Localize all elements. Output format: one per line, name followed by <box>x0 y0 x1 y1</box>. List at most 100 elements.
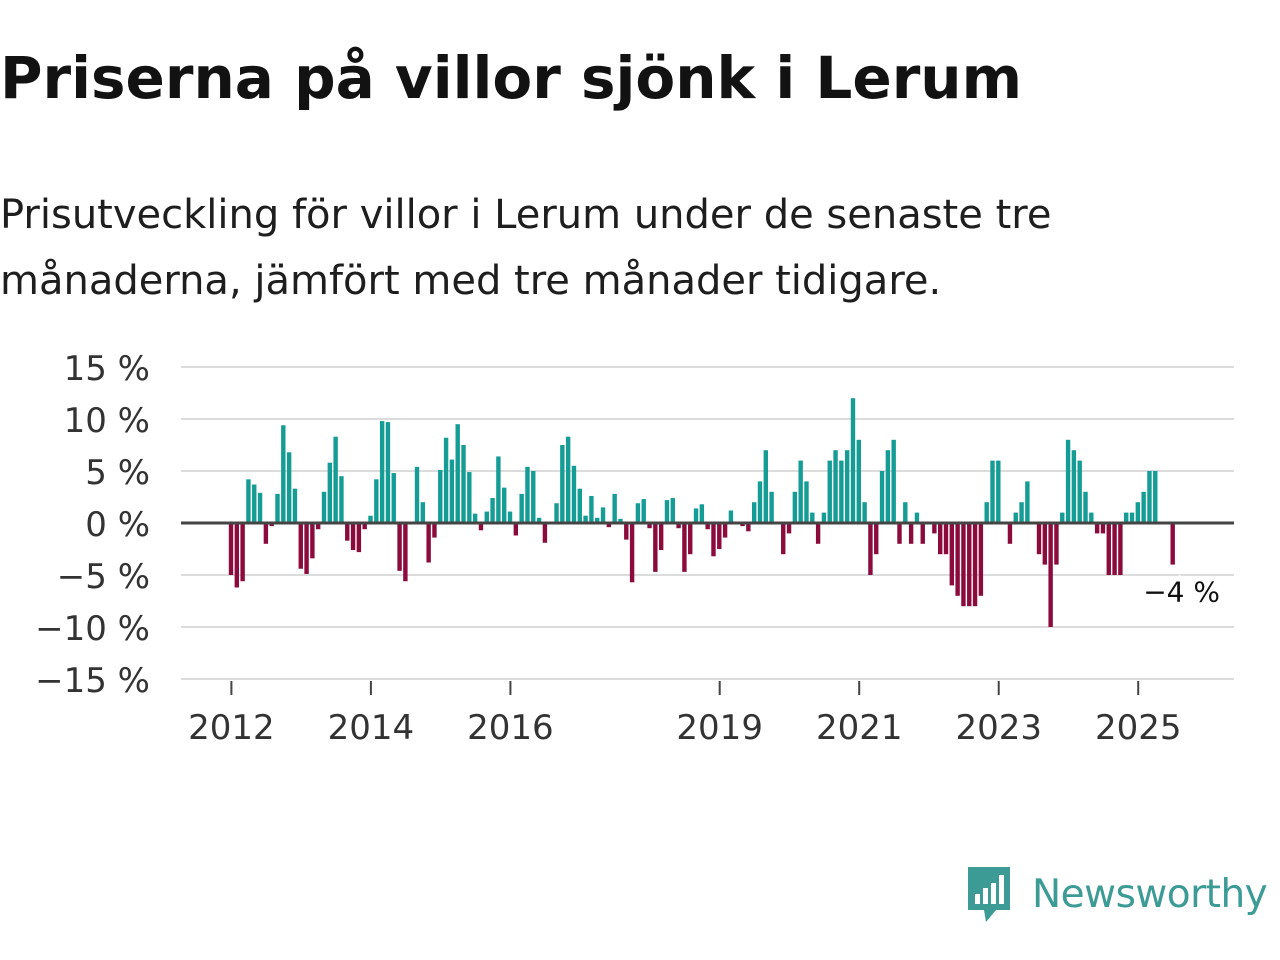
bar <box>804 481 809 523</box>
bar <box>786 523 792 534</box>
bar <box>484 511 489 523</box>
bar <box>531 471 536 523</box>
bar <box>1141 491 1146 523</box>
bar <box>862 502 867 523</box>
bar <box>670 498 675 523</box>
bar <box>908 523 914 544</box>
bar <box>542 523 548 543</box>
bar <box>792 491 798 523</box>
bar <box>1065 439 1071 523</box>
bar <box>1124 512 1129 523</box>
bar <box>310 523 315 559</box>
brand-logo: Newsworthy <box>964 864 1268 924</box>
bar <box>1129 512 1135 523</box>
bar <box>595 517 600 523</box>
bar <box>385 422 391 523</box>
y-tick-label: 0 % <box>85 505 150 545</box>
bar <box>449 459 455 523</box>
bar <box>315 523 321 530</box>
bar <box>914 512 920 523</box>
bar <box>798 460 803 523</box>
bar <box>1106 523 1111 575</box>
bar <box>286 452 292 523</box>
y-tick-label: 10 % <box>64 401 150 441</box>
x-tick-label: 2012 <box>188 708 275 748</box>
bar <box>374 479 379 523</box>
bar <box>263 523 269 544</box>
bar <box>467 472 472 523</box>
y-tick-label: 15 % <box>64 349 150 389</box>
bar <box>833 450 838 523</box>
bar <box>432 523 437 538</box>
bar <box>874 523 879 555</box>
bar <box>746 523 751 532</box>
bar <box>519 493 524 523</box>
x-tick-label: 2025 <box>1095 708 1182 748</box>
bar <box>612 493 617 523</box>
bar <box>810 512 815 523</box>
bar <box>472 513 478 523</box>
bar <box>368 515 373 523</box>
bar <box>740 523 745 527</box>
bar <box>496 456 501 523</box>
bar <box>560 445 565 523</box>
newsworthy-logo-icon <box>968 867 1010 922</box>
bar <box>658 523 664 551</box>
bar <box>345 523 350 541</box>
bar <box>967 523 972 607</box>
bar <box>763 450 768 523</box>
bar <box>1118 523 1123 575</box>
bar <box>513 523 519 536</box>
bar <box>955 523 960 596</box>
bar <box>751 502 757 523</box>
bar <box>461 445 466 523</box>
bar <box>850 398 856 523</box>
bar <box>379 421 385 523</box>
bar <box>844 450 850 523</box>
bar <box>554 503 559 523</box>
bar <box>1112 523 1117 575</box>
bar <box>821 512 827 523</box>
bar <box>728 510 734 523</box>
x-tick-label: 2023 <box>955 708 1042 748</box>
bar <box>827 460 832 523</box>
bar <box>600 507 606 523</box>
bar <box>1025 481 1030 523</box>
bar <box>525 466 530 523</box>
bar <box>682 523 687 572</box>
bar <box>577 488 582 523</box>
bar <box>839 460 844 523</box>
bar <box>885 450 891 523</box>
bar <box>996 460 1001 523</box>
bar <box>920 523 925 544</box>
bar <box>1042 523 1048 565</box>
bar <box>1077 460 1082 523</box>
bar <box>618 518 623 523</box>
bar <box>304 523 309 574</box>
bar <box>891 439 896 523</box>
bar <box>298 523 303 569</box>
bar <box>589 495 594 523</box>
bar <box>571 465 577 523</box>
bar <box>897 523 902 544</box>
bar <box>275 493 280 523</box>
bar <box>507 511 513 523</box>
bar <box>246 479 251 523</box>
bar <box>676 523 681 529</box>
bar <box>903 502 908 523</box>
bar <box>978 523 984 596</box>
bar <box>990 460 995 523</box>
y-tick-label: −5 % <box>57 557 150 597</box>
bar <box>339 476 344 523</box>
bar <box>972 523 978 607</box>
bar <box>1054 523 1059 565</box>
bar <box>478 523 484 531</box>
x-tick-label: 2021 <box>816 708 903 748</box>
bar <box>443 437 449 523</box>
bar <box>722 523 728 538</box>
bar <box>397 523 402 571</box>
bar <box>257 492 263 523</box>
bar <box>781 523 786 555</box>
bar <box>606 523 612 528</box>
bar <box>937 523 943 555</box>
